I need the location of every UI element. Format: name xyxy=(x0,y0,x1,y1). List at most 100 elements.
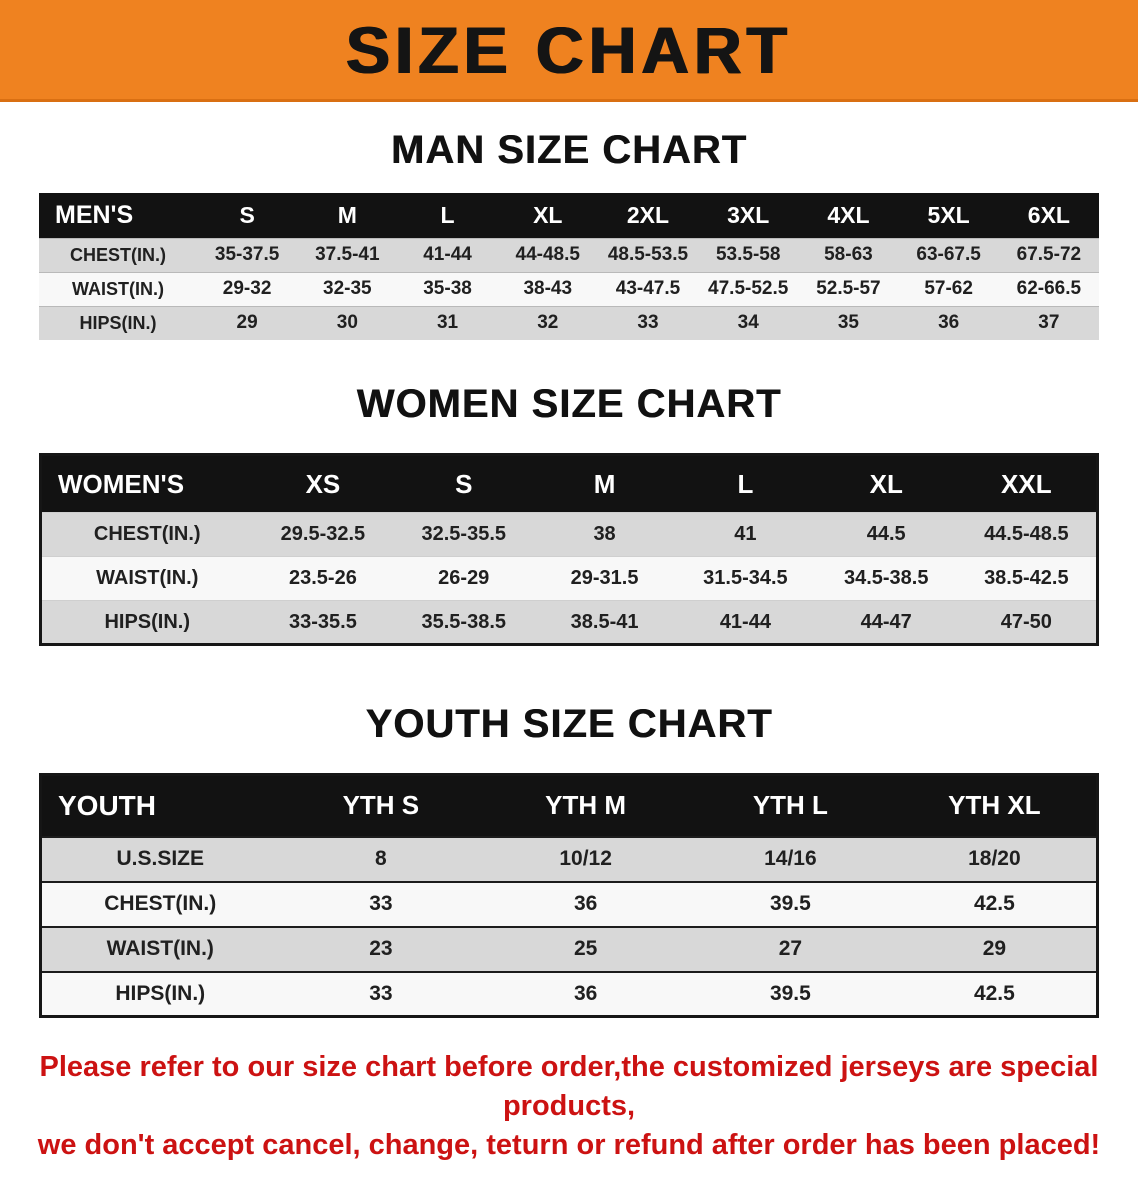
data-cell: 44.5 xyxy=(815,512,957,557)
column-header-cell: M xyxy=(297,193,398,238)
column-header-cell: YTH S xyxy=(278,774,484,837)
data-cell: 43-47.5 xyxy=(597,272,699,306)
men-section-heading: MAN SIZE CHART xyxy=(390,128,748,172)
data-cell: 29.5-32.5 xyxy=(252,512,394,557)
row-label-cell: CHEST(IN.) xyxy=(40,881,279,927)
data-cell: 33 xyxy=(597,306,699,340)
table-row: WAIST(IN.) 23.5-26 26-29 29-31.5 31.5-34.5 34… xyxy=(40,556,1098,601)
row-label-cell: CHEST(IN.) xyxy=(40,512,253,557)
row-label-cell: HIPS(IN.) xyxy=(40,971,279,1017)
data-cell: 36 xyxy=(898,306,999,340)
data-cell: 47-50 xyxy=(956,600,1098,645)
women-size-section: WOMEN SIZE CHART WOMEN'S XS S M L XL XXL CHEST(… xyxy=(0,382,1138,646)
data-cell: 38.5-41 xyxy=(534,600,675,645)
data-cell: 42.5 xyxy=(892,971,1098,1017)
disclaimer-line-1: Please refer to our size chart before or… xyxy=(39,1051,1099,1123)
data-cell: 33 xyxy=(278,881,484,927)
table-row: WAIST(IN.) 29-32 32-35 35-38 38-43 43-47.5 47.… xyxy=(39,272,1099,306)
row-label-cell: WAIST(IN.) xyxy=(40,926,279,972)
women-section-heading: WOMEN SIZE CHART xyxy=(356,382,782,426)
data-cell: 37.5-41 xyxy=(297,238,398,272)
youth-section-heading: YOUTH SIZE CHART xyxy=(365,702,773,746)
data-cell: 33 xyxy=(278,971,484,1017)
column-header-cell: 4XL xyxy=(798,193,899,238)
column-header-cell: M xyxy=(534,454,675,513)
data-cell: 35-38 xyxy=(397,272,498,306)
data-cell: 41-44 xyxy=(397,238,498,272)
disclaimer-line-2: we don't accept cancel, change, teturn o… xyxy=(37,1129,1101,1162)
column-header-cell: 6XL xyxy=(998,193,1099,238)
data-cell: 35 xyxy=(798,306,899,340)
table-header-row: YOUTH YTH S YTH M YTH L YTH XL xyxy=(40,774,1098,837)
data-cell: 36 xyxy=(483,881,688,927)
column-header-cell: YTH L xyxy=(688,774,893,837)
data-cell: 32 xyxy=(497,306,598,340)
banner: SIZE CHART xyxy=(0,0,1138,102)
data-cell: 41-44 xyxy=(674,600,816,645)
men-size-table: MEN'S S M L XL 2XL 3XL 4XL 5XL 6XL CHEST(IN.) 35-37… xyxy=(39,193,1099,340)
data-cell: 29 xyxy=(197,306,298,340)
data-cell: 31 xyxy=(397,306,498,340)
men-size-section: MAN SIZE CHART MEN'S S M L XL 2XL 3XL 4XL 5XL 6XL… xyxy=(0,128,1138,340)
data-cell: 41 xyxy=(674,512,816,557)
row-label-cell: HIPS(IN.) xyxy=(40,600,253,645)
column-header-cell: YTH XL xyxy=(892,774,1098,837)
data-cell: 27 xyxy=(688,926,893,972)
table-title-cell: YOUTH xyxy=(40,774,279,837)
data-cell: 63-67.5 xyxy=(898,238,999,272)
data-cell: 8 xyxy=(278,836,484,882)
women-size-table: WOMEN'S XS S M L XL XXL CHEST(IN.) 29.5-32.5 32.5… xyxy=(39,453,1099,646)
data-cell: 29-31.5 xyxy=(534,556,675,601)
data-cell: 34.5-38.5 xyxy=(815,556,957,601)
row-label-cell: HIPS(IN.) xyxy=(39,306,197,340)
table-row: HIPS(IN.) 29 30 31 32 33 34 35 36 37 xyxy=(39,306,1099,340)
data-cell: 62-66.5 xyxy=(998,272,1099,306)
column-header-cell: S xyxy=(393,454,535,513)
table-title-cell: MEN'S xyxy=(39,193,197,238)
table-title-cell: WOMEN'S xyxy=(40,454,253,513)
data-cell: 39.5 xyxy=(688,881,893,927)
data-cell: 32.5-35.5 xyxy=(393,512,535,557)
table-row: HIPS(IN.) 33-35.5 35.5-38.5 38.5-41 41-44 44-… xyxy=(40,600,1098,645)
row-label-cell: WAIST(IN.) xyxy=(39,272,197,306)
data-cell: 67.5-72 xyxy=(998,238,1099,272)
data-cell: 25 xyxy=(483,926,688,972)
column-header-cell: XL xyxy=(815,454,957,513)
data-cell: 58-63 xyxy=(798,238,899,272)
table-row: WAIST(IN.) 23 25 27 29 xyxy=(40,926,1098,972)
data-cell: 42.5 xyxy=(892,881,1098,927)
data-cell: 34 xyxy=(698,306,799,340)
row-label-cell: CHEST(IN.) xyxy=(39,238,197,272)
data-cell: 23 xyxy=(278,926,484,972)
column-header-cell: 2XL xyxy=(597,193,699,238)
data-cell: 44-48.5 xyxy=(497,238,598,272)
column-header-cell: L xyxy=(674,454,816,513)
column-header-cell: L xyxy=(397,193,498,238)
data-cell: 32-35 xyxy=(297,272,398,306)
column-header-cell: XL xyxy=(497,193,598,238)
data-cell: 30 xyxy=(297,306,398,340)
table-header-row: WOMEN'S XS S M L XL XXL xyxy=(40,454,1098,513)
data-cell: 14/16 xyxy=(688,836,893,882)
data-cell: 35.5-38.5 xyxy=(393,600,535,645)
column-header-cell: XS xyxy=(252,454,394,513)
youth-size-section: YOUTH SIZE CHART YOUTH YTH S YTH M YTH L YTH… xyxy=(0,702,1138,1018)
data-cell: 26-29 xyxy=(393,556,535,601)
column-header-cell: 5XL xyxy=(898,193,999,238)
data-cell: 44.5-48.5 xyxy=(956,512,1098,557)
data-cell: 38.5-42.5 xyxy=(956,556,1098,601)
data-cell: 37 xyxy=(998,306,1099,340)
data-cell: 10/12 xyxy=(483,836,688,882)
column-header-cell: 3XL xyxy=(698,193,799,238)
data-cell: 52.5-57 xyxy=(798,272,899,306)
table-row: U.S.SIZE 8 10/12 14/16 18/20 xyxy=(40,836,1098,882)
table-row: CHEST(IN.) 33 36 39.5 42.5 xyxy=(40,881,1098,927)
table-header-row: MEN'S S M L XL 2XL 3XL 4XL 5XL 6XL xyxy=(39,193,1099,238)
table-row: CHEST(IN.) 29.5-32.5 32.5-35.5 38 41 44.5 44.5… xyxy=(40,512,1098,557)
data-cell: 31.5-34.5 xyxy=(674,556,816,601)
data-cell: 53.5-58 xyxy=(698,238,799,272)
banner-title: SIZE CHART xyxy=(346,12,792,87)
data-cell: 33-35.5 xyxy=(252,600,394,645)
charts-area: MAN SIZE CHART MEN'S S M L XL 2XL 3XL 4XL 5XL 6XL… xyxy=(0,128,1138,1183)
